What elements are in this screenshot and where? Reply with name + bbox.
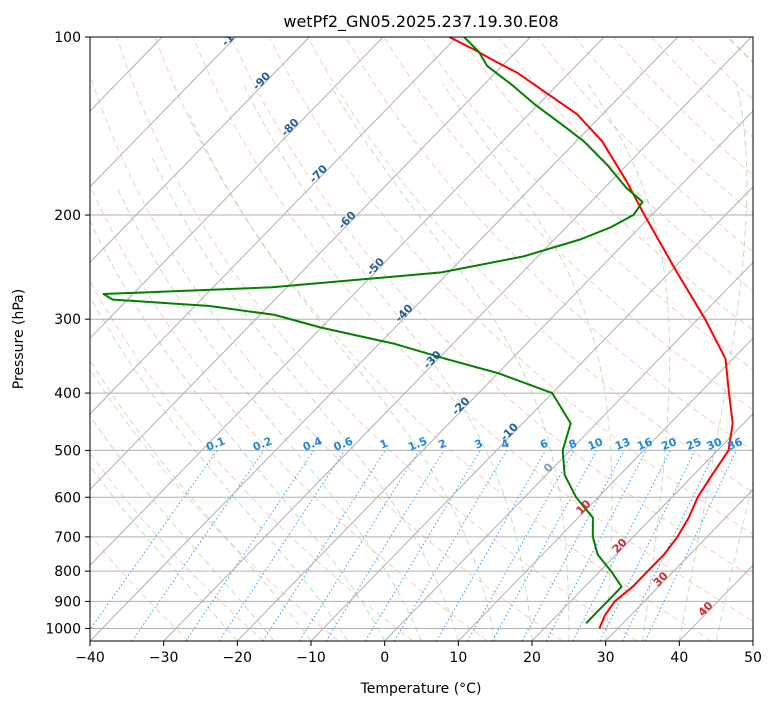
isotherm-line <box>531 413 753 641</box>
dry-adiabat-line <box>90 452 264 641</box>
isotherm-line <box>90 37 237 188</box>
x-tick-label: 30 <box>597 650 615 666</box>
y-axis-label: Pressure (hPa) <box>11 289 27 389</box>
y-tick-label: 600 <box>54 490 81 506</box>
isotherm-line <box>90 37 531 491</box>
mixing-ratio-line <box>393 450 508 641</box>
mixing-ratio-label: 1 <box>378 437 390 452</box>
mixing-ratio-line <box>90 450 218 631</box>
y-tick-label: 1000 <box>45 621 81 637</box>
mixing-ratio-label: 13 <box>613 435 632 453</box>
plot-area: -100-90-80-70-60-50-40-30-20-10010203040… <box>90 20 753 641</box>
mixing-ratio-line <box>467 450 575 641</box>
isotherm-line <box>605 488 753 641</box>
mixing-ratio-lines <box>90 450 737 641</box>
x-tick-label: 40 <box>670 650 688 666</box>
x-axis-label: Temperature (°C) <box>360 681 482 697</box>
moist-adiabat-line <box>678 83 748 641</box>
x-tick-label: 50 <box>744 650 762 666</box>
moist-adiabat-line <box>90 415 275 641</box>
skewed-isotherms <box>90 37 753 641</box>
moist-adiabat-line <box>715 480 753 641</box>
moist-adiabat-line <box>90 465 238 641</box>
dry-adiabat-line <box>90 72 563 641</box>
mixing-ratio-line <box>435 450 546 641</box>
isotherm-line <box>236 110 753 641</box>
plot-frame <box>89 36 754 642</box>
y-tick-label: 100 <box>54 30 81 46</box>
mixing-ratio-label: 20 <box>660 435 679 453</box>
dry-adiabat-line <box>345 37 753 452</box>
moist-adiabat-line <box>329 83 570 641</box>
x-tick-label: 20 <box>523 650 541 666</box>
moist-adiabat-line <box>188 113 496 641</box>
dry-adiabat-line <box>192 37 753 622</box>
isotherm-line <box>90 37 310 264</box>
mixing-ratio-line <box>262 450 386 641</box>
chart-title: wetPf2_GN05.2025.237.19.30.E08 <box>283 12 558 32</box>
y-tick-label: 800 <box>54 564 81 580</box>
mixing-ratio-label: 25 <box>684 435 703 453</box>
y-tick-label: 400 <box>54 386 81 402</box>
mixing-ratio-label: 2 <box>437 437 449 452</box>
mixing-ratio-line <box>298 450 420 641</box>
isotherm-line <box>384 261 753 641</box>
profile-series <box>102 37 734 629</box>
y-tick-label: 700 <box>54 530 81 546</box>
y-tick-label: 200 <box>54 208 81 224</box>
moist-adiabat-line <box>90 359 312 641</box>
dry-adiabat-line <box>116 37 638 641</box>
mixing-ratio-line <box>364 450 481 641</box>
y-axis: 100 200 300 400 500 600 700 800 900 1000 <box>45 30 90 637</box>
isotherm-line <box>457 337 753 641</box>
profile-line <box>102 37 644 624</box>
moist-adiabat-line <box>116 187 422 641</box>
x-tick-label: 10 <box>449 650 467 666</box>
x-axis: −40 −30 −20 −10 0 10 20 30 40 50 <box>75 641 762 666</box>
profile-line <box>448 37 734 629</box>
dry-adiabat-line <box>90 183 488 641</box>
mixing-ratio-label: 30 <box>705 435 724 453</box>
moist-adiabat-line <box>90 296 349 641</box>
isotherm-line <box>310 186 753 641</box>
mixing-ratio-line <box>131 450 265 641</box>
dry-adiabat-line <box>307 37 753 493</box>
pressure-gridlines <box>90 37 753 629</box>
x-tick-label: −10 <box>296 650 326 666</box>
isotherm-line <box>90 37 384 339</box>
mixing-ratio-line <box>521 450 625 641</box>
isotherm-line <box>163 37 752 641</box>
mixing-ratio-line <box>491 450 598 641</box>
mixing-ratio-line <box>325 450 445 641</box>
moist-adiabat-line <box>242 83 533 641</box>
isotherm-line <box>90 37 605 567</box>
x-tick-label: −40 <box>75 650 105 666</box>
isotherm-line <box>90 37 458 415</box>
x-tick-label: −30 <box>149 650 179 666</box>
dry-adiabat-line <box>90 368 339 641</box>
isotherm-label: -100 <box>219 20 248 49</box>
mixing-ratio-label: 3 <box>473 437 485 452</box>
x-tick-label: 0 <box>380 650 389 666</box>
mixing-ratio-label: 16 <box>635 435 654 453</box>
x-tick-label: −20 <box>223 650 253 666</box>
mixing-ratio-line <box>621 450 717 641</box>
y-tick-label: 900 <box>54 594 81 610</box>
y-tick-label: 500 <box>54 443 81 459</box>
mixing-ratio-label: 36 <box>725 435 744 453</box>
mixing-ratio-line <box>644 450 737 641</box>
mixing-ratio-label: 8 <box>567 437 579 452</box>
mixing-ratio-label: 10 <box>586 435 605 453</box>
moist-adiabat-line <box>587 83 670 641</box>
dry-adiabat-line <box>230 37 753 578</box>
moist-adiabat-line <box>90 221 386 641</box>
y-tick-label: 300 <box>54 312 81 328</box>
